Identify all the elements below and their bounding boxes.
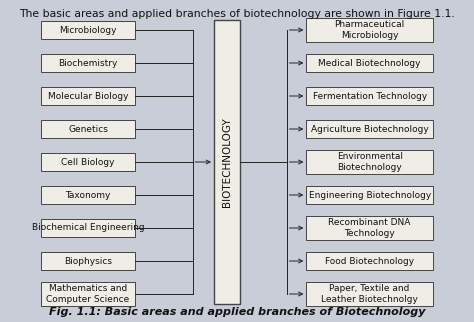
Text: Genetics: Genetics [68,125,108,134]
Bar [306,18,433,42]
Text: Food Biotechnology: Food Biotechnology [325,257,414,266]
Text: Agriculture Biotechnology: Agriculture Biotechnology [311,125,428,134]
Text: Paper, Textile and
Leather Biotechnolgy: Paper, Textile and Leather Biotechnolgy [321,284,418,304]
Text: Medical Biotechnology: Medical Biotechnology [319,59,421,68]
Text: Pharmaceutical
Microbiology: Pharmaceutical Microbiology [335,20,405,40]
Bar [306,186,433,204]
Bar [41,252,135,270]
Text: The basic areas and applied branches of biotechnology are shown in Figure 1.1.: The basic areas and applied branches of … [19,9,455,19]
Text: Mathematics and
Computer Science: Mathematics and Computer Science [46,284,130,304]
Bar [41,153,135,171]
Bar [41,120,135,138]
Bar [41,54,135,72]
Bar [306,120,433,138]
Text: Fig. 1.1: Basic areas and applied branches of Biotechnology: Fig. 1.1: Basic areas and applied branch… [49,307,425,317]
Bar [306,150,433,174]
Bar [306,216,433,240]
Bar [41,219,135,237]
Text: Environmental
Biotechnology: Environmental Biotechnology [337,152,402,172]
Bar [306,252,433,270]
Text: BIOTECHNOLOGY: BIOTECHNOLOGY [222,117,232,207]
Text: Microbiology: Microbiology [59,25,117,34]
Text: Recombinant DNA
Technology: Recombinant DNA Technology [328,218,411,238]
Text: Molecular Biology: Molecular Biology [48,91,128,100]
Bar [214,20,239,304]
Bar [41,21,135,39]
Bar [306,87,433,105]
Bar [41,186,135,204]
Text: Biochemical Engineering: Biochemical Engineering [32,223,145,232]
Bar [306,282,433,306]
Text: Biochemistry: Biochemistry [58,59,118,68]
Text: Engineering Biotechnology: Engineering Biotechnology [309,191,431,200]
Text: Taxonomy: Taxonomy [65,191,111,200]
Bar [306,54,433,72]
Bar [41,87,135,105]
Text: Cell Biology: Cell Biology [61,157,115,166]
Text: Fermentation Technology: Fermentation Technology [312,91,427,100]
Bar [41,282,135,306]
Text: Biophysics: Biophysics [64,257,112,266]
